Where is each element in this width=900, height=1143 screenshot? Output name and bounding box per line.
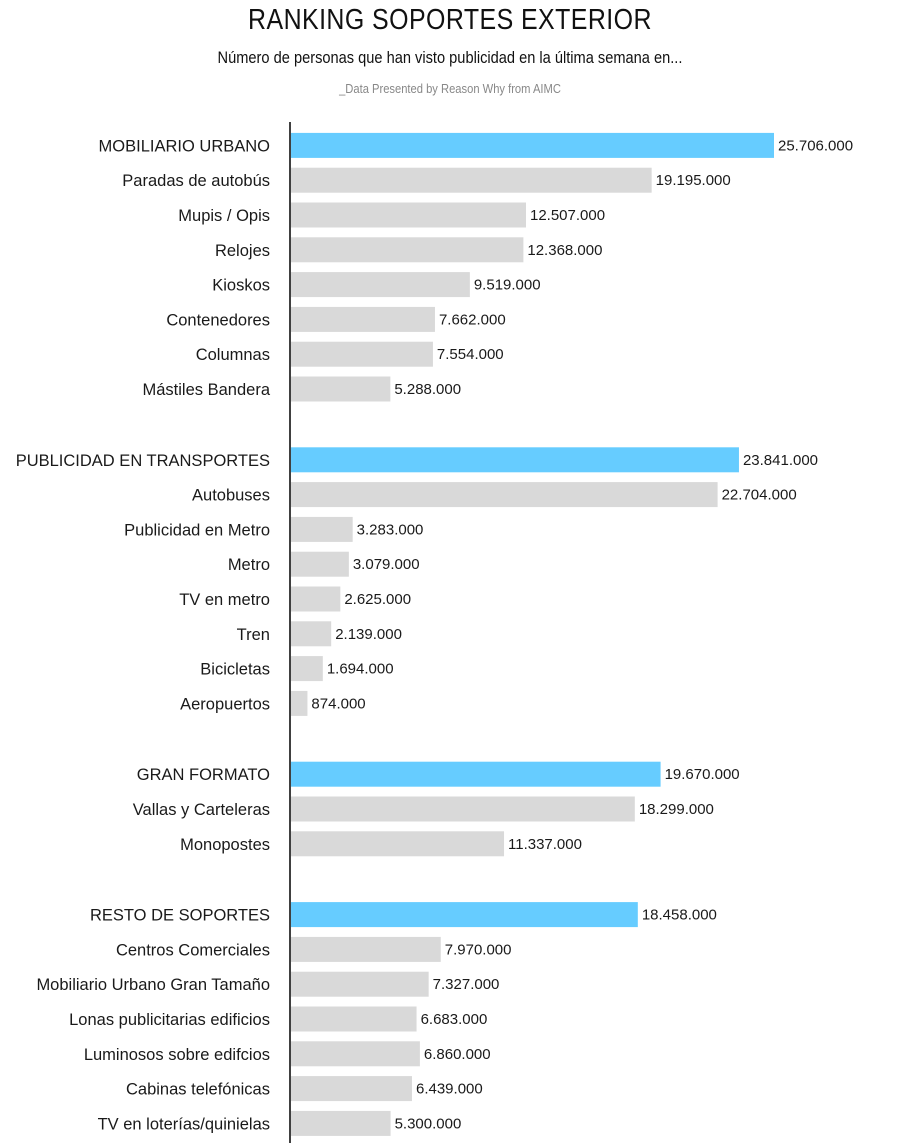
group-1-item-5-label: Contenedores (166, 311, 270, 329)
group-1-item-4-bar (291, 272, 470, 298)
group-1-item-5-bar (291, 306, 435, 332)
group-4-item-4-label: Luminosos sobre edifcios (84, 1046, 270, 1064)
group-4-item-5-label: Cabinas telefónicas (126, 1081, 270, 1099)
group-1-item-5-value-label: 7.662.000 (439, 311, 506, 328)
group-2-label: PUBLICIDAD EN TRANSPORTES (16, 452, 270, 470)
chart-subtitle: Número de personas que han visto publici… (217, 48, 683, 67)
group-2-item-2-bar (291, 516, 353, 542)
group-1-item-1-label: Paradas de autobús (122, 172, 270, 190)
group-2-bar (291, 447, 739, 473)
group-1-item-2-label: Mupis / Opis (178, 207, 270, 225)
group-1-item-6-value-label: 7.554.000 (437, 346, 504, 363)
group-4-value-label: 18.458.000 (642, 907, 717, 924)
group-4-item-5-value-label: 6.439.000 (416, 1081, 483, 1098)
group-3-label: GRAN FORMATO (137, 766, 270, 784)
group-1-item-7-bar (291, 376, 391, 402)
group-3-item-2-label: Monopostes (180, 836, 270, 854)
group-1-bar (291, 132, 774, 158)
group-2-item-4-value-label: 2.625.000 (344, 591, 411, 608)
group-4-item-6-label: TV en loterías/quinielas (98, 1115, 270, 1133)
group-2-item-5-value-label: 2.139.000 (335, 626, 402, 643)
group-2-item-6-value-label: 1.694.000 (327, 661, 394, 678)
group-4-item-1-bar (291, 936, 441, 962)
group-2-item-5-label: Tren (237, 626, 270, 644)
group-2-item-2-value-label: 3.283.000 (357, 521, 424, 538)
group-3-item-1-label: Vallas y Carteleras (133, 801, 270, 819)
group-4-item-2-value-label: 7.327.000 (433, 976, 500, 993)
group-3-bar (291, 761, 661, 787)
group-1-item-4-value-label: 9.519.000 (474, 277, 541, 294)
group-2-item-1-label: Autobuses (192, 487, 270, 505)
group-4-item-1-label: Centros Comerciales (116, 941, 270, 959)
group-1-item-1-value-label: 19.195.000 (656, 172, 731, 189)
group-4-item-4-bar (291, 1041, 420, 1067)
group-2-item-3-value-label: 3.079.000 (353, 556, 420, 573)
group-1-item-6-bar (291, 341, 433, 367)
group-2-item-7-label: Aeropuertos (180, 695, 270, 713)
group-2-item-4-bar (291, 586, 341, 612)
group-2-item-1-value-label: 22.704.000 (722, 487, 797, 504)
group-2-item-6-bar (291, 656, 323, 682)
group-2-item-1-bar (291, 482, 718, 508)
group-2-item-6-label: Bicicletas (200, 661, 270, 679)
group-2-item-3-label: Metro (228, 556, 270, 574)
group-1-value-label: 25.706.000 (778, 137, 853, 154)
group-4-item-5-bar (291, 1076, 412, 1102)
group-1-item-7-value-label: 5.288.000 (394, 381, 461, 398)
group-4-item-2-label: Mobiliario Urbano Gran Tamaño (36, 976, 270, 994)
group-2-item-7-bar (291, 690, 308, 716)
group-1-item-3-value-label: 12.368.000 (527, 242, 602, 259)
group-4-bar (291, 902, 638, 928)
group-4-item-2-bar (291, 971, 429, 997)
group-4-item-6-bar (291, 1110, 391, 1136)
group-1-item-1-bar (291, 167, 652, 193)
group-3-item-1-value-label: 18.299.000 (639, 801, 714, 818)
group-4-item-3-bar (291, 1006, 417, 1032)
group-1-item-4-label: Kioskos (212, 277, 270, 295)
group-4-item-1-value-label: 7.970.000 (445, 941, 512, 958)
group-1-item-6-label: Columnas (196, 346, 270, 364)
group-2-item-4-label: TV en metro (179, 591, 270, 609)
group-2-item-7-value-label: 874.000 (311, 695, 365, 712)
group-1-item-3-bar (291, 237, 524, 263)
group-1-item-3-label: Relojes (215, 242, 270, 260)
group-4-item-3-label: Lonas publicitarias edificios (69, 1011, 270, 1029)
group-1-item-2-bar (291, 202, 526, 228)
group-1-item-2-value-label: 12.507.000 (530, 207, 605, 224)
group-4-item-4-value-label: 6.860.000 (424, 1046, 491, 1063)
group-2-item-2-label: Publicidad en Metro (124, 521, 270, 539)
group-1-item-7-label: Mástiles Bandera (143, 381, 271, 399)
group-4-label: RESTO DE SOPORTES (90, 907, 270, 925)
chart-title: RANKING SOPORTES EXTERIOR (248, 4, 652, 36)
group-4-item-6-value-label: 5.300.000 (395, 1115, 462, 1132)
group-4-item-3-value-label: 6.683.000 (421, 1011, 488, 1028)
group-2-item-3-bar (291, 551, 349, 577)
group-3-item-2-value-label: 11.337.000 (508, 836, 582, 853)
group-3-item-2-bar (291, 831, 505, 857)
chart-source: _Data Presented by Reason Why from AIMC (339, 81, 561, 96)
group-2-value-label: 23.841.000 (743, 452, 818, 469)
group-1-label: MOBILIARIO URBANO (99, 137, 271, 155)
group-3-value-label: 19.670.000 (665, 766, 740, 783)
group-3-item-1-bar (291, 796, 635, 822)
group-2-item-5-bar (291, 621, 332, 647)
